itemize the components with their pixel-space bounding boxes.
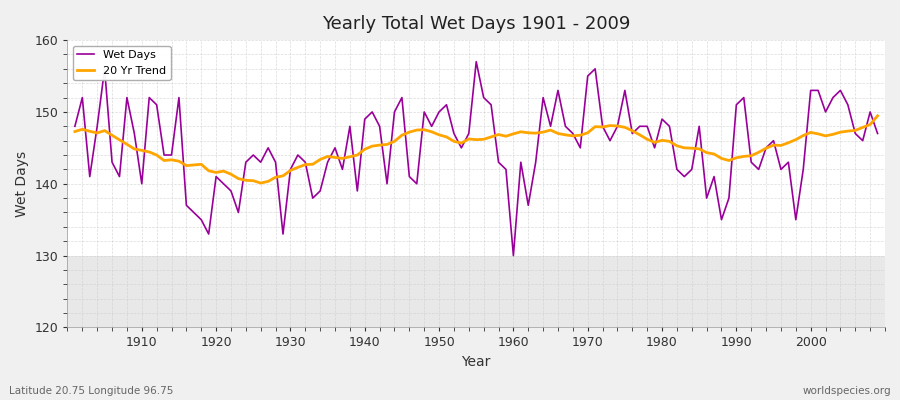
Wet Days <box>872 131 883 136</box>
Text: worldspecies.org: worldspecies.org <box>803 386 891 396</box>
Wet Days <box>69 124 80 129</box>
Line: 20 Yr Trend: 20 Yr Trend <box>75 116 878 183</box>
20 Yr Trend <box>516 129 526 134</box>
Bar <box>68 256 885 328</box>
Wet Days <box>516 160 526 165</box>
Wet Days <box>523 203 534 208</box>
Title: Yearly Total Wet Days 1901 - 2009: Yearly Total Wet Days 1901 - 2009 <box>322 15 630 33</box>
Text: Latitude 20.75 Longitude 96.75: Latitude 20.75 Longitude 96.75 <box>9 386 174 396</box>
20 Yr Trend <box>605 123 616 128</box>
20 Yr Trend <box>129 146 140 151</box>
20 Yr Trend <box>345 154 356 159</box>
20 Yr Trend <box>872 114 883 118</box>
Wet Days <box>471 59 482 64</box>
Line: Wet Days: Wet Days <box>75 62 878 256</box>
Legend: Wet Days, 20 Yr Trend: Wet Days, 20 Yr Trend <box>73 46 171 80</box>
Wet Days <box>337 167 347 172</box>
20 Yr Trend <box>256 181 266 186</box>
Y-axis label: Wet Days: Wet Days <box>15 151 29 217</box>
20 Yr Trend <box>300 162 310 167</box>
20 Yr Trend <box>69 129 80 134</box>
Wet Days <box>508 253 518 258</box>
Wet Days <box>129 131 140 136</box>
Wet Days <box>292 153 303 158</box>
20 Yr Trend <box>508 132 518 136</box>
X-axis label: Year: Year <box>462 355 490 369</box>
Wet Days <box>612 124 623 129</box>
